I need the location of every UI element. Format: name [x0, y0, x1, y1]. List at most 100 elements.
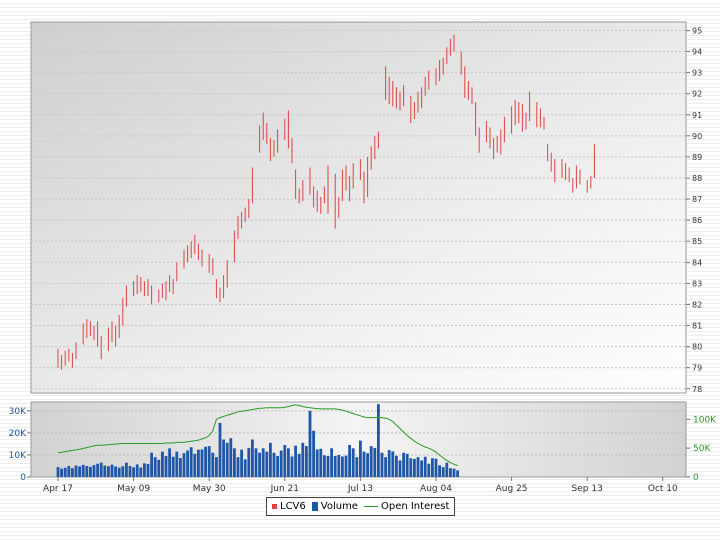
volume-bar [402, 452, 405, 477]
price-tick-label: 78 [692, 385, 702, 394]
volume-bar [215, 457, 218, 477]
price-tick-label: 95 [692, 26, 702, 35]
volume-bar [67, 465, 71, 477]
volume-bar [222, 439, 225, 477]
volume-bar [85, 465, 89, 477]
volume-bar [308, 410, 312, 477]
volume-bar [413, 458, 416, 477]
volume-bar [179, 458, 182, 477]
price-tick-label: 89 [692, 153, 702, 162]
price-tick-label: 94 [692, 48, 702, 57]
volume-bar [387, 450, 391, 477]
volume-tick-label: 0 [20, 473, 26, 483]
volume-bar [366, 453, 369, 477]
volume-tick-label: 10K [9, 451, 27, 461]
volume-bar [128, 465, 132, 477]
volume-bar [211, 452, 215, 477]
price-tick-label: 80 [692, 343, 702, 352]
volume-bar [243, 459, 247, 477]
volume-bar [391, 451, 395, 477]
volume-bar [294, 445, 297, 477]
volume-bar [377, 404, 380, 477]
volume-bar [326, 456, 330, 477]
volume-bar [74, 465, 78, 477]
price-tick-label: 91 [692, 111, 702, 120]
volume-bar [258, 452, 261, 477]
legend-price: LCV6 [272, 501, 306, 512]
volume-bar [251, 439, 254, 477]
date-tick-label: Sep 13 [572, 484, 603, 494]
volume-bar [420, 460, 423, 477]
volume-bar [71, 468, 74, 477]
open-interest-axis: 0 50K 100K [686, 415, 717, 483]
open-interest-swatch [363, 506, 378, 507]
volume-bar [380, 452, 384, 477]
volume-bar [297, 453, 301, 477]
volume-bar [146, 463, 150, 477]
price-axis: 78 79 80 81 82 83 84 85 86 87 88 89 90 91 92 93 94 95 [686, 26, 702, 394]
date-axis: Apr 17 May 09 May 30 Jun 21 Jul 13 Aug 04 Aug … [43, 477, 678, 494]
volume-bar [323, 455, 326, 477]
volume-bar [225, 442, 229, 477]
legend-open-interest: Open Interest [363, 501, 449, 512]
volume-bar [189, 447, 193, 477]
volume-bar [344, 455, 348, 477]
volume-bar [272, 452, 276, 477]
volume-bar [330, 448, 333, 477]
open-interest-tick-label: 0 [693, 473, 699, 483]
volume-bar [283, 445, 287, 477]
volume-bar [233, 448, 236, 477]
volume-bar [431, 458, 434, 477]
price-tick-label: 90 [692, 132, 702, 141]
price-tick-label: 81 [692, 322, 702, 331]
volume-bar [164, 456, 168, 477]
volume-bar [312, 430, 315, 477]
volume-bar [416, 457, 420, 477]
volume-bar [337, 454, 341, 477]
volume-bar [153, 457, 157, 477]
volume-bar [150, 452, 153, 477]
volume-bar [456, 470, 459, 477]
volume-bar [117, 467, 121, 477]
volume-bar [78, 466, 81, 477]
volume-tick-label: 30K [9, 407, 27, 417]
date-tick-label: Aug 25 [496, 484, 528, 494]
volume-plot-area [30, 401, 687, 478]
volume-bar [395, 455, 398, 477]
volume-bar [362, 451, 366, 477]
open-interest-tick-label: 100K [693, 415, 717, 425]
volume-bar [175, 451, 179, 477]
volume-bar [315, 449, 319, 477]
price-bars [57, 34, 595, 370]
volume-bar [452, 468, 456, 477]
date-tick-label: Aug 04 [420, 484, 452, 494]
volume-bar [161, 451, 164, 477]
volume-bar [218, 422, 222, 477]
legend-volume-label: Volume [320, 501, 358, 512]
volume-bar [265, 451, 269, 477]
volume-bar [200, 449, 204, 477]
volume-bar [92, 465, 96, 477]
price-tick-label: 82 [692, 300, 702, 309]
volume-bar [171, 456, 175, 477]
volume-bar [445, 462, 449, 477]
price-tick-label: 88 [692, 174, 702, 183]
volume-bar [229, 438, 233, 477]
volume-bar [56, 467, 60, 477]
volume-bar [121, 466, 125, 477]
volume-bar [89, 466, 92, 477]
volume-bar [182, 453, 186, 477]
volume-bar [269, 442, 272, 477]
volume-bar [305, 446, 308, 477]
price-tick-label: 83 [692, 279, 702, 288]
price-plot-area [30, 21, 687, 394]
volume-bar [60, 468, 63, 477]
volume-bar [369, 446, 373, 477]
volume-bar [341, 456, 344, 477]
volume-bar [355, 457, 359, 477]
volume-bar [135, 464, 139, 477]
volume-bar [290, 456, 294, 477]
volume-tick-label: 20K [9, 429, 27, 439]
volume-swatch [311, 502, 318, 511]
